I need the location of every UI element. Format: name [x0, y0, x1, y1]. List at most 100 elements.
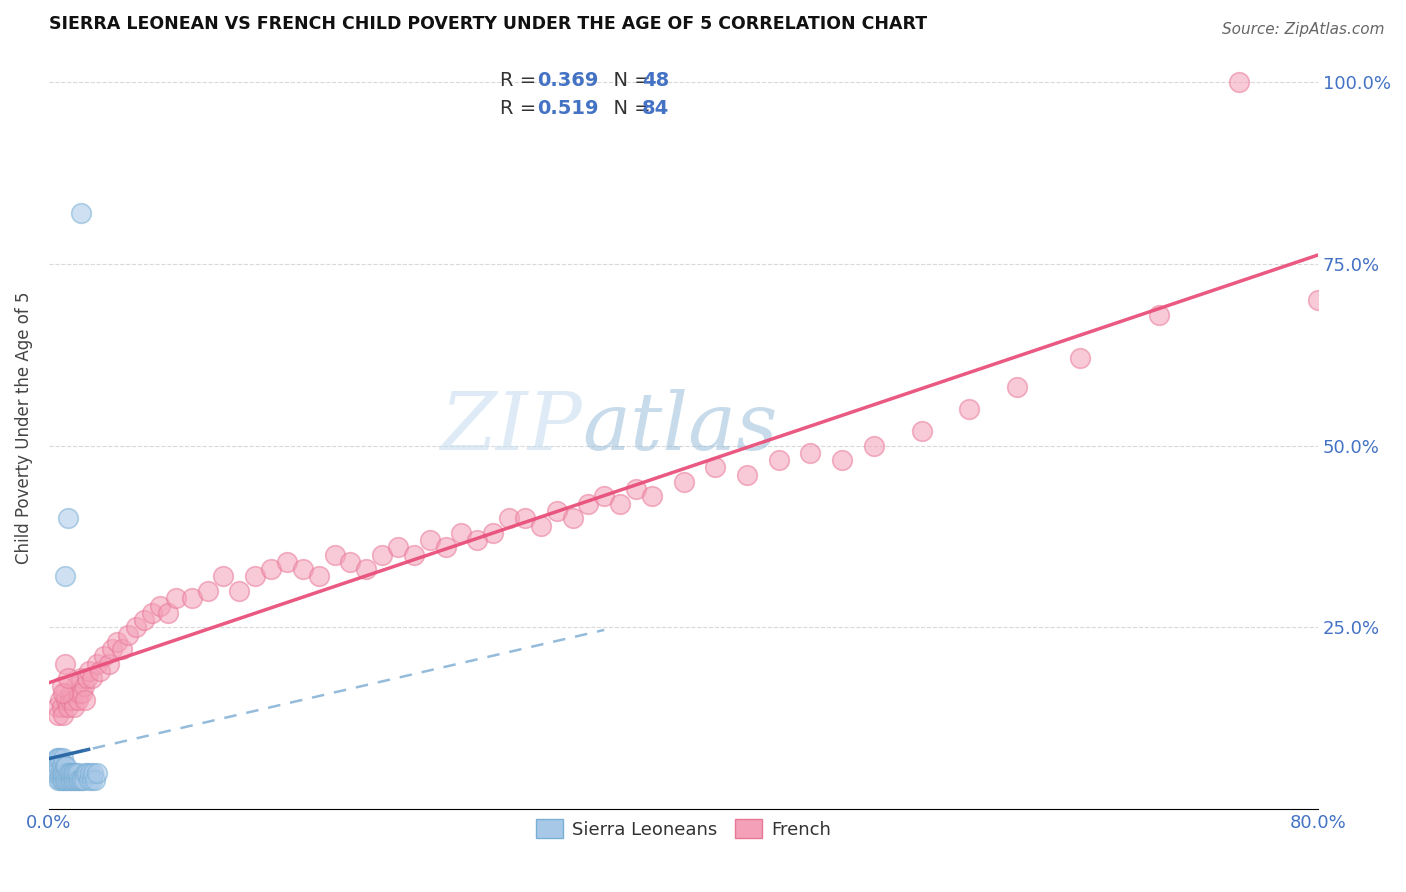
Point [641, 490, 664, 504]
Point [56, 700, 79, 714]
Point [910, 424, 932, 438]
Text: ZIP: ZIP [440, 389, 582, 467]
Point [52, 707, 75, 722]
Point [1005, 380, 1028, 394]
Point [79, 765, 101, 780]
Point [89, 664, 111, 678]
Point [51, 700, 73, 714]
Point [62, 693, 84, 707]
Point [1308, 293, 1330, 307]
Point [56, 772, 79, 787]
Point [93, 649, 115, 664]
Point [72, 772, 94, 787]
Point [53, 657, 76, 671]
Point [60, 765, 83, 780]
Point [134, 613, 156, 627]
Point [98, 657, 121, 671]
Point [69, 772, 91, 787]
Point [52, 751, 75, 765]
Point [49, 693, 72, 707]
Point [339, 555, 361, 569]
Point [76, 765, 98, 780]
Point [53, 569, 76, 583]
Point [530, 518, 553, 533]
Point [48, 751, 70, 765]
Point [65, 679, 87, 693]
Point [156, 606, 179, 620]
Text: 84: 84 [641, 99, 669, 118]
Point [72, 686, 94, 700]
Point [62, 765, 84, 780]
Point [45, 765, 67, 780]
Point [82, 765, 104, 780]
Point [482, 525, 505, 540]
Point [125, 620, 148, 634]
Point [434, 541, 457, 555]
Point [51, 772, 73, 787]
Point [84, 772, 107, 787]
Point [56, 511, 79, 525]
Point [45, 700, 67, 714]
Point [86, 657, 108, 671]
Point [117, 627, 139, 641]
Text: 0.369: 0.369 [537, 70, 599, 89]
Point [52, 686, 75, 700]
Point [76, 671, 98, 685]
Point [60, 686, 83, 700]
Point [51, 679, 73, 693]
Text: atlas: atlas [582, 389, 778, 467]
Point [498, 511, 520, 525]
Point [58, 765, 80, 780]
Point [371, 548, 394, 562]
Point [228, 584, 250, 599]
Point [66, 693, 89, 707]
Point [52, 765, 75, 780]
Point [53, 765, 76, 780]
Text: R =: R = [499, 70, 543, 89]
Point [77, 664, 100, 678]
Point [53, 758, 76, 772]
Point [63, 765, 86, 780]
Point [48, 758, 70, 772]
Point [69, 671, 91, 685]
Point [51, 758, 73, 772]
Point [576, 497, 599, 511]
Point [66, 772, 89, 787]
Point [356, 562, 378, 576]
Point [624, 482, 647, 496]
Point [609, 497, 631, 511]
Point [51, 765, 73, 780]
Point [101, 642, 124, 657]
Legend: Sierra Leoneans, French: Sierra Leoneans, French [529, 812, 838, 846]
Point [53, 686, 76, 700]
Point [1227, 75, 1250, 89]
Point [546, 504, 568, 518]
Point [768, 453, 790, 467]
Point [63, 700, 86, 714]
Point [593, 490, 616, 504]
Point [180, 591, 202, 606]
Point [73, 679, 96, 693]
Point [465, 533, 488, 547]
Point [402, 548, 425, 562]
Point [65, 765, 87, 780]
Point [197, 584, 219, 599]
Text: N =: N = [600, 99, 657, 118]
Point [704, 460, 727, 475]
Y-axis label: Child Poverty Under the Age of 5: Child Poverty Under the Age of 5 [15, 291, 32, 564]
Text: R =: R = [499, 99, 543, 118]
Point [799, 446, 821, 460]
Text: 0.519: 0.519 [537, 99, 599, 118]
Point [105, 635, 128, 649]
Point [1149, 308, 1171, 322]
Point [52, 772, 75, 787]
Point [66, 765, 89, 780]
Point [419, 533, 441, 547]
Point [53, 772, 76, 787]
Point [60, 772, 83, 787]
Point [44, 765, 66, 780]
Point [55, 693, 77, 707]
Point [49, 772, 72, 787]
Point [75, 693, 97, 707]
Point [1069, 351, 1091, 366]
